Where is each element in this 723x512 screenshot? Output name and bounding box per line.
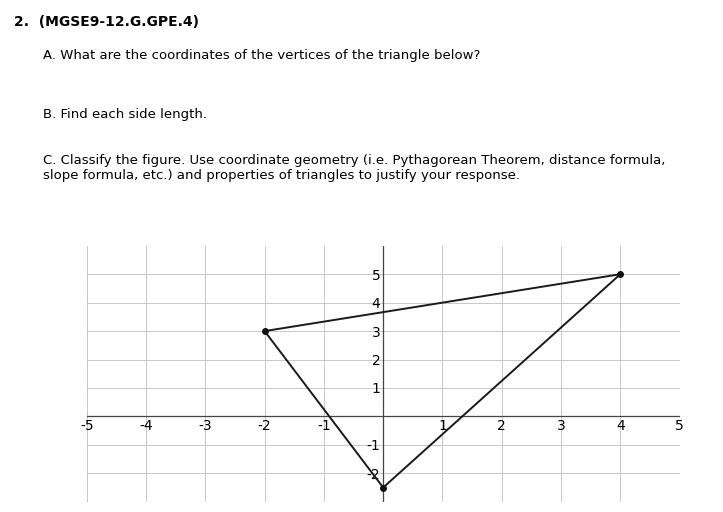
- Text: 2.  (MGSE9-12.G.GPE.4): 2. (MGSE9-12.G.GPE.4): [14, 15, 200, 29]
- Text: A. What are the coordinates of the vertices of the triangle below?: A. What are the coordinates of the verti…: [43, 49, 481, 61]
- Text: B. Find each side length.: B. Find each side length.: [43, 108, 208, 120]
- Text: C. Classify the figure. Use coordinate geometry (i.e. Pythagorean Theorem, dista: C. Classify the figure. Use coordinate g…: [43, 154, 666, 182]
